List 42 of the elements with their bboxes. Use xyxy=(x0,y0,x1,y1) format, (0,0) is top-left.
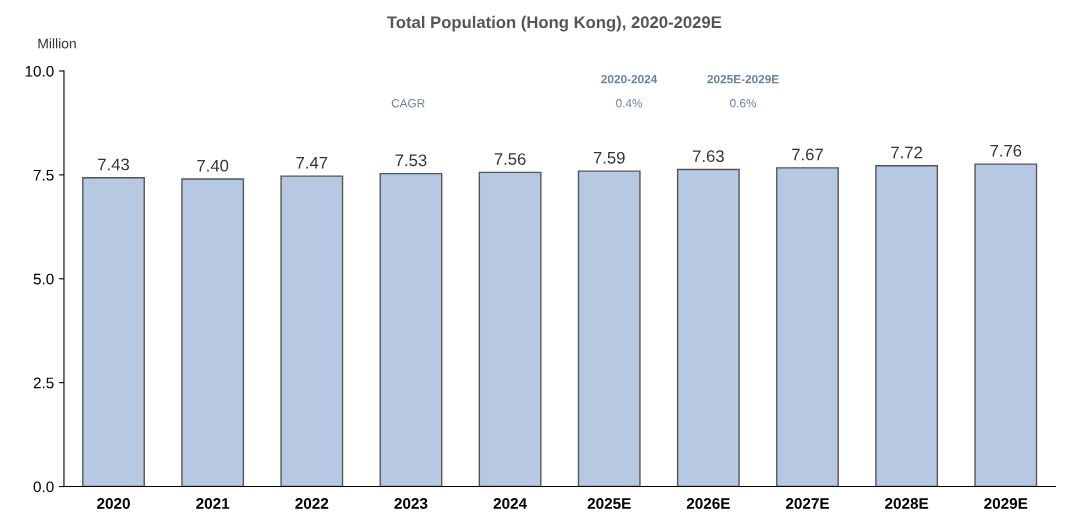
data-label: 7.43 xyxy=(98,158,130,171)
data-label: 7.47 xyxy=(296,157,328,169)
data-label: 7.40 xyxy=(197,159,229,172)
y-tick-label: 10.0 xyxy=(25,65,54,77)
x-tick-label: 2023 xyxy=(394,498,428,509)
y-axis-title: Million xyxy=(38,38,76,49)
bar xyxy=(478,171,542,487)
bar xyxy=(379,172,443,487)
x-tick-label: 2025E xyxy=(587,498,631,509)
x-tick-label: 2026E xyxy=(686,498,730,509)
data-label: 7.76 xyxy=(990,144,1022,157)
x-tick-label: 2024 xyxy=(493,498,527,509)
bar xyxy=(676,168,740,487)
bar xyxy=(577,170,641,487)
x-tick-label: 2029E xyxy=(984,498,1028,509)
y-tick-label: 5.0 xyxy=(33,273,54,285)
bar xyxy=(875,165,939,487)
data-label: 7.56 xyxy=(494,153,526,165)
bar xyxy=(280,175,344,487)
data-label: 7.67 xyxy=(792,148,823,161)
bar xyxy=(974,163,1038,487)
x-tick-label: 2021 xyxy=(196,498,230,509)
annotation: 2020-2024 xyxy=(601,74,658,84)
y-tick-label: 2.5 xyxy=(33,377,54,389)
bar xyxy=(82,177,145,487)
data-label: 7.63 xyxy=(692,150,724,163)
annotation: CAGR xyxy=(391,99,425,108)
x-tick-label: 2020 xyxy=(97,498,130,509)
x-tick-label: 2028E xyxy=(885,498,929,509)
annotation: 0.4% xyxy=(616,99,643,108)
y-tick-label: 7.5 xyxy=(33,169,54,181)
x-tick-label: 2027E xyxy=(785,498,829,509)
chart-title: Total Population (Hong Kong), 2020-2029E xyxy=(387,15,722,32)
data-label: 7.59 xyxy=(593,151,625,164)
bar xyxy=(181,178,245,487)
annotation: 2025E-2029E xyxy=(707,74,779,84)
y-tick-label: 0.0 xyxy=(33,481,54,493)
data-label: 7.53 xyxy=(395,154,427,167)
bar xyxy=(776,167,839,487)
annotation: 0.6% xyxy=(730,99,757,108)
data-label: 7.72 xyxy=(891,146,923,159)
x-tick-label: 2022 xyxy=(295,498,329,509)
